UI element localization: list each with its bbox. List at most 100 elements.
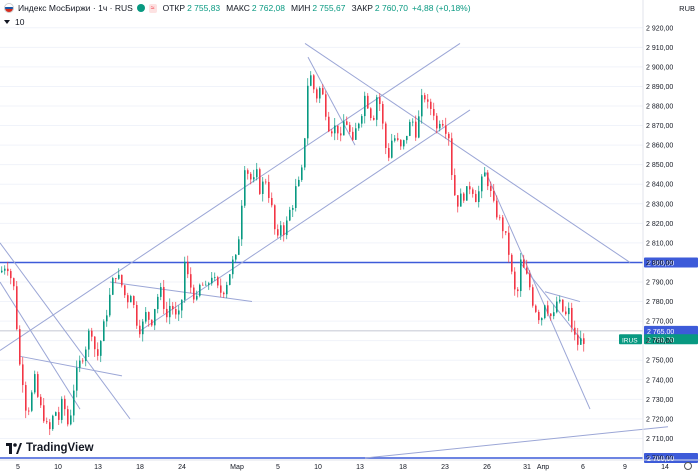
candle-body	[334, 125, 336, 134]
candle-body	[55, 412, 57, 416]
symbol-title[interactable]: Индекс МосБиржи · 1ч · RUS	[18, 3, 133, 13]
candle-body	[577, 334, 579, 345]
price-tick-label: 2 780,00	[646, 299, 673, 306]
candle-body	[70, 415, 72, 425]
candle-body	[571, 307, 573, 328]
candle-body	[142, 321, 144, 335]
candle-body	[451, 138, 453, 176]
currency-label[interactable]: RUB	[679, 4, 695, 13]
candle-body	[376, 97, 378, 120]
candle-body	[283, 225, 285, 236]
candle-body	[379, 97, 381, 105]
trendline	[485, 172, 591, 410]
candle-body	[7, 268, 9, 272]
russia-flag-icon	[4, 3, 14, 13]
market-open-dot-icon	[136, 4, 145, 12]
price-tick-label: 2 830,00	[646, 201, 673, 208]
symbol-tag: IRUS	[622, 337, 638, 344]
trendline	[19, 355, 123, 377]
candle-body	[421, 95, 423, 117]
candle-body	[508, 232, 510, 255]
candle-body	[424, 95, 426, 100]
candle-body	[490, 186, 492, 191]
candle-body	[118, 274, 120, 279]
candle-body	[82, 360, 84, 362]
candle-body	[106, 315, 108, 322]
candle-body	[454, 175, 456, 196]
symbol-tag-box	[619, 334, 642, 345]
price-tick-label: 2 730,00	[646, 397, 673, 404]
candle-body	[463, 193, 465, 201]
candle-body	[46, 421, 48, 423]
candle-body	[208, 283, 210, 285]
candle-body	[472, 189, 474, 194]
candle-body	[478, 191, 480, 203]
candle-body	[40, 396, 42, 406]
tradingview-logo-icon	[6, 442, 22, 454]
candle-body	[493, 190, 495, 201]
candle-body	[22, 364, 24, 386]
level-label-box	[644, 325, 698, 336]
tradingview-logo[interactable]: TradingView	[6, 442, 94, 454]
candle-body	[13, 278, 15, 287]
price-tick-label: 2 770,00	[646, 319, 673, 326]
candle-body	[397, 138, 399, 140]
candle-body	[199, 284, 201, 296]
price-tick-label: 2 810,00	[646, 240, 673, 247]
candle-body	[325, 94, 327, 117]
candle-body	[466, 186, 468, 201]
time-tick-label: 13	[356, 464, 364, 471]
candle-body	[76, 367, 78, 391]
candle-body	[235, 254, 237, 260]
candle-body	[250, 173, 252, 180]
collapse-chevron-icon[interactable]	[4, 20, 10, 24]
candle-body	[124, 285, 126, 296]
horizontal-levels: 2 800,00 2 765,00 2 700,00 2 760,70 IRUS	[0, 257, 698, 463]
time-tick-label: 13	[94, 464, 102, 471]
candle-body	[298, 179, 300, 187]
candle-body	[271, 197, 273, 206]
candle-body	[226, 284, 228, 295]
candle-body	[514, 271, 516, 290]
candle-body	[253, 177, 255, 180]
candle-body	[409, 121, 411, 136]
trendlines	[0, 43, 669, 459]
close-value: 2 760,70	[374, 3, 408, 13]
candle-body	[568, 307, 570, 315]
candle-body	[430, 101, 432, 109]
price-tick-label: 2 790,00	[646, 280, 673, 287]
candle-body	[154, 309, 156, 326]
candle-body	[4, 268, 6, 271]
price-tick-label: 2 800,00	[646, 260, 673, 267]
candle-body	[229, 274, 231, 285]
candle-body	[34, 374, 36, 393]
settings-gear-icon[interactable]	[684, 462, 692, 470]
time-tick-label: 24	[178, 464, 186, 471]
candle-body	[172, 305, 174, 310]
indicator-row[interactable]: 10	[4, 17, 24, 27]
candle-body	[1, 270, 3, 273]
delayed-data-badge[interactable]: ≈	[148, 3, 157, 13]
candle-body	[553, 312, 555, 317]
candle-body	[448, 133, 450, 139]
candle-body	[94, 336, 96, 350]
candle-body	[214, 277, 216, 279]
candle-body	[232, 259, 234, 275]
low-label: МИН	[291, 3, 311, 13]
grid	[0, 27, 643, 459]
candle-body	[19, 329, 21, 365]
candle-body	[328, 116, 330, 132]
price-tick-label: 2 890,00	[646, 84, 673, 91]
price-tick-label: 2 880,00	[646, 104, 673, 111]
candle-body	[205, 284, 207, 286]
change-value: +4,88 (+0,18%)	[411, 3, 471, 13]
candle-body	[535, 305, 537, 312]
candle-body	[484, 172, 486, 177]
candle-body	[262, 181, 264, 194]
price-tick-label: 2 840,00	[646, 182, 673, 189]
price-tick-label: 2 860,00	[646, 143, 673, 150]
time-axis: 5 10 13 18 24 Мар 5 10 13 18 23 26 31 Апр 6 9 14	[0, 459, 700, 471]
candle-body	[292, 207, 294, 210]
candle-body	[361, 116, 363, 124]
